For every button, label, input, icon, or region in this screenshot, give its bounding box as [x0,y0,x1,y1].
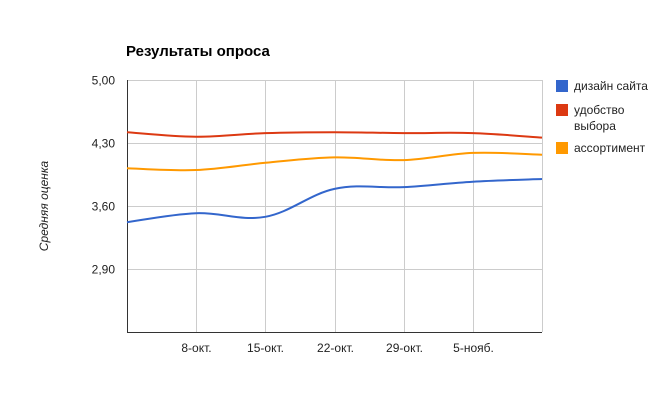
y-tick-label: 4,30 [92,137,116,151]
y-axis-label: Средняя оценка [37,160,51,251]
y-tick-label: 2,90 [92,263,116,277]
x-tick-label: 22-окт. [317,341,354,355]
legend-item-2: удобство выбора [556,103,625,133]
axes: 5,00 4,30 3,60 2,90 8-окт. 15-окт. 22-окт. 29-о… [92,74,542,355]
series-line-3 [126,151,543,172]
legend-label-line: ассортимент [574,141,646,155]
legend-label: ассортимент [574,141,646,155]
legend-label: дизайн сайта [574,79,648,93]
legend-swatch [556,80,568,92]
legend-swatch [556,104,568,116]
legend-swatch [556,142,568,154]
chart-title: Результаты опроса [126,43,271,60]
y-tick-label: 5,00 [92,74,116,88]
legend-label-line: выбора [574,119,616,133]
x-tick-label: 29-окт. [386,341,423,355]
legend-label-line: удобство [574,103,625,117]
x-tick-label: 15-окт. [247,341,284,355]
series-lines [126,131,543,224]
grid [127,80,543,332]
x-tick-label: 8-окт. [181,341,211,355]
x-tick-label: 5-нояб. [453,341,494,355]
legend: дизайн сайта удобство выбора ассортимент [556,79,648,155]
legend-label: удобство выбора [574,103,625,133]
y-tick-label: 3,60 [92,200,116,214]
legend-item-3: ассортимент [556,141,646,155]
legend-label-line: дизайн сайта [574,79,648,93]
legend-item-1: дизайн сайта [556,79,648,93]
series-line-2 [126,131,543,139]
series-line-1 [126,178,543,224]
